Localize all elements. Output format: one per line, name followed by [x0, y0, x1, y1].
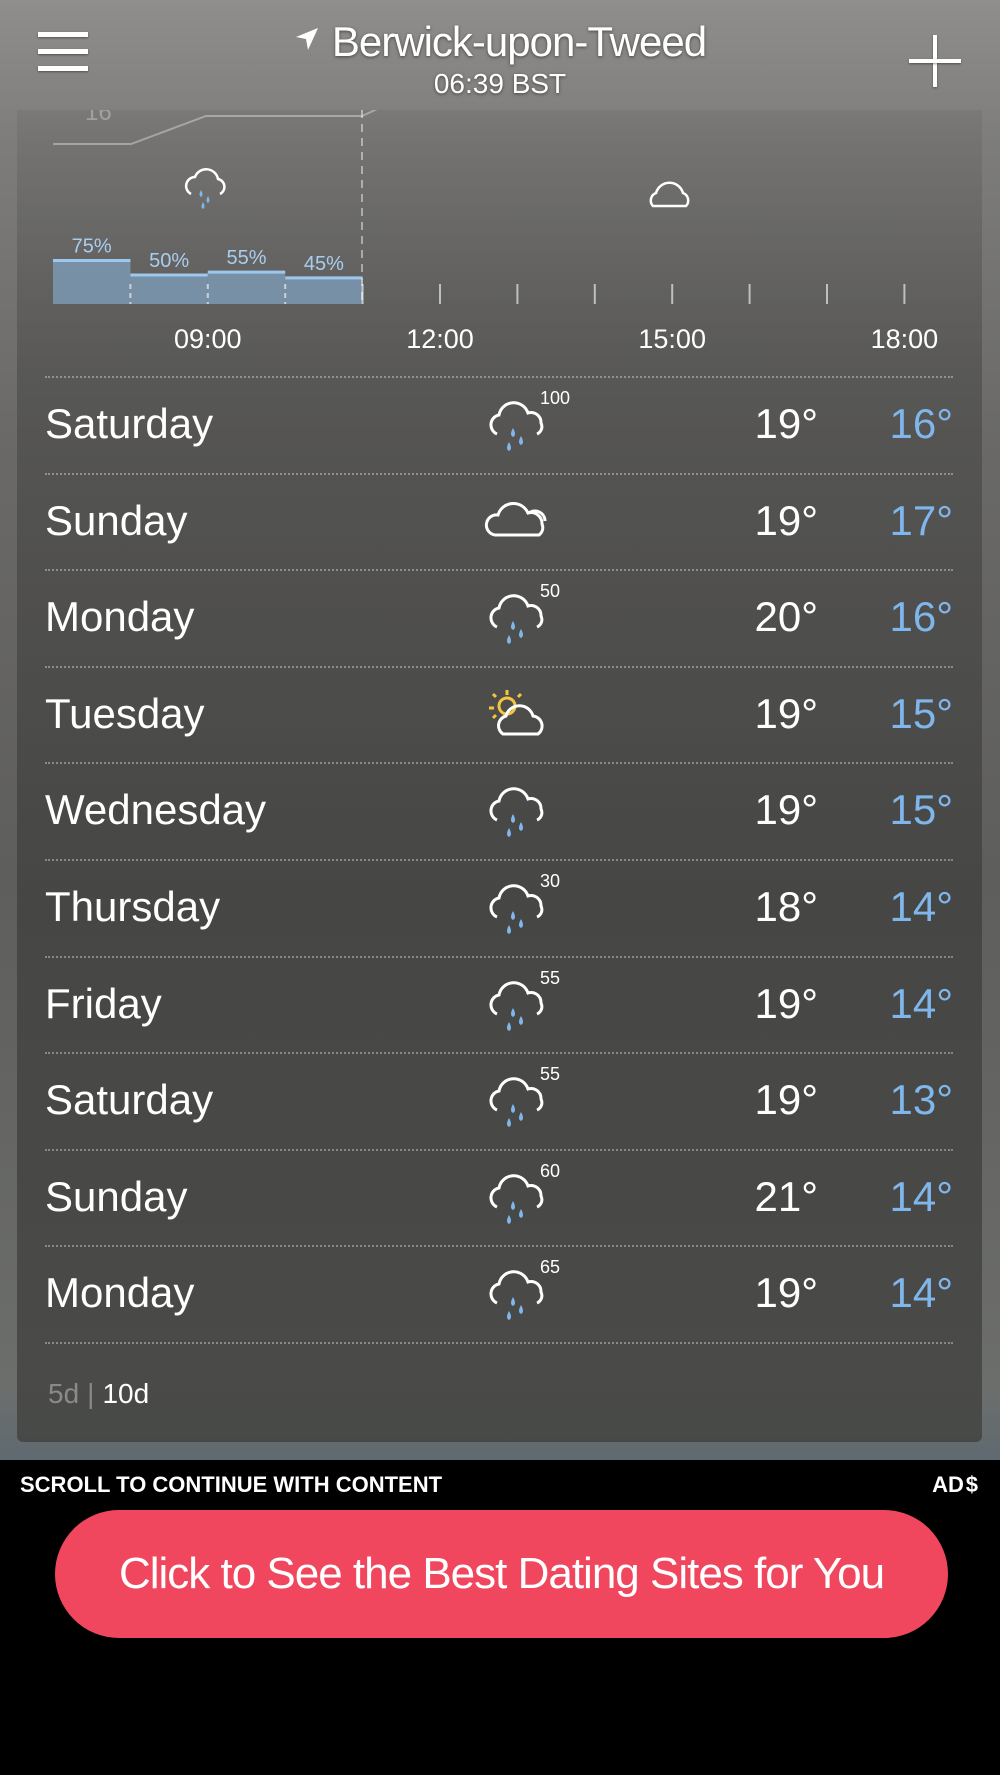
header: Berwick-upon-Tweed 06:39 BST	[0, 0, 1000, 110]
precip-probability: 65	[540, 1257, 561, 1278]
ad-dollar-icon: $	[963, 1472, 978, 1497]
forecast-row[interactable]: Friday 55 19° 14°	[45, 955, 953, 1053]
high-temp: 19°	[754, 1076, 818, 1124]
precip-bar	[130, 275, 208, 304]
forecast-row[interactable]: Tuesday 19° 15°	[45, 665, 953, 763]
ad-banner: SCROLL TO CONTINUE WITH CONTENT AD $ Cli…	[0, 1460, 1000, 1775]
location-name: Berwick-upon-Tweed	[331, 18, 707, 65]
low-temp: 16°	[889, 400, 953, 447]
rain-icon	[184, 168, 226, 209]
high-temp: 19°	[754, 400, 818, 447]
precip-probability: 60	[540, 1160, 561, 1181]
range-separator: |	[87, 1378, 95, 1409]
day-name: Tuesday	[45, 689, 205, 737]
forecast-row[interactable]: Monday 50 20° 16°	[45, 569, 953, 666]
high-temp: 19°	[754, 496, 818, 544]
precip-label: 55%	[226, 247, 266, 269]
forecast-row[interactable]: Saturday 55 19° 13°	[45, 1052, 953, 1149]
high-temp: 19°	[754, 786, 818, 834]
range-toggle: 5d | 10d	[48, 1378, 149, 1410]
time-label: 09:00	[174, 324, 242, 354]
hamburger-menu-icon[interactable]	[38, 32, 88, 72]
day-name: Monday	[45, 1269, 195, 1317]
precip-probability: 50	[540, 581, 561, 602]
low-temp: 14°	[889, 979, 953, 1027]
location-title[interactable]: Berwick-upon-Tweed	[0, 18, 1000, 66]
precip-probability: 30	[540, 870, 561, 891]
precip-bar	[207, 272, 286, 304]
high-temp: 21°	[754, 1172, 818, 1220]
time-label: 15:00	[638, 324, 706, 354]
ad-label[interactable]: AD $	[932, 1472, 978, 1498]
rain-icon	[489, 1270, 544, 1321]
precip-label: 45%	[304, 253, 344, 275]
rain-icon	[489, 787, 544, 838]
day-name: Wednesday	[45, 786, 267, 834]
low-temp: 15°	[889, 786, 953, 834]
range-5d-option[interactable]: 5d	[48, 1378, 80, 1409]
temperature-line	[53, 110, 378, 145]
rain-icon	[489, 1077, 544, 1128]
partly-sunny-icon	[489, 689, 544, 736]
precip-probability: 100	[540, 388, 571, 408]
high-temp: 20°	[754, 593, 818, 641]
list-divider	[45, 1341, 953, 1344]
ad-cta-button[interactable]: Click to See the Best Dating Sites for Y…	[55, 1510, 948, 1638]
low-temp: 17°	[889, 496, 953, 544]
ad-label-text: AD	[932, 1472, 964, 1497]
high-temp: 19°	[754, 689, 818, 737]
rain-icon	[489, 980, 544, 1031]
forecast-row[interactable]: Monday 65 19° 14°	[45, 1245, 953, 1342]
scroll-notice: SCROLL TO CONTINUE WITH CONTENT	[20, 1472, 443, 1497]
day-name: Monday	[45, 593, 195, 641]
day-name: Saturday	[45, 400, 214, 447]
low-temp: 14°	[889, 1269, 953, 1317]
forecast-card: 16° 75% 50% 55% 45% 09:00 12:00 15:00 18:00 Sa…	[17, 110, 982, 1442]
high-temp: 18°	[754, 882, 818, 930]
precip-label: 50%	[149, 250, 189, 272]
precip-probability: 55	[540, 967, 561, 988]
cloud-icon	[649, 181, 690, 208]
daily-forecast-list: Saturday 100 19° 16° Sunday 19° 17° Monday…	[45, 376, 953, 1344]
day-name: Friday	[45, 979, 162, 1027]
temperature-label: 16°	[85, 110, 121, 126]
day-name: Sunday	[45, 496, 188, 544]
low-temp: 13°	[889, 1076, 953, 1124]
local-time: 06:39 BST	[433, 68, 567, 99]
low-temp: 14°	[889, 1172, 953, 1220]
forecast-row[interactable]: Sunday 19° 17°	[45, 472, 953, 570]
precip-probability: 55	[540, 1064, 561, 1085]
cloudy-icon	[484, 501, 547, 537]
low-temp: 15°	[889, 689, 953, 737]
day-name: Saturday	[45, 1076, 214, 1124]
precip-label: 75%	[72, 236, 112, 258]
rain-icon	[489, 884, 544, 934]
time-label: 12:00	[406, 324, 474, 354]
precip-bar	[285, 277, 363, 304]
range-10d-option[interactable]: 10d	[102, 1378, 150, 1409]
precip-bar	[53, 260, 131, 304]
rain-icon	[489, 594, 544, 645]
day-name: Sunday	[45, 1172, 188, 1220]
low-temp: 16°	[889, 593, 953, 641]
high-temp: 19°	[754, 979, 818, 1027]
forecast-row[interactable]: Saturday 100 19° 16°	[45, 376, 953, 473]
rain-icon	[489, 1173, 544, 1224]
location-arrow-icon	[295, 27, 318, 50]
high-temp: 19°	[754, 1269, 818, 1317]
plus-icon[interactable]	[909, 35, 961, 87]
forecast-row[interactable]: Sunday 60 21° 14°	[45, 1148, 953, 1246]
hourly-chart: 16° 75% 50% 55% 45%	[53, 110, 906, 304]
forecast-row[interactable]: Thursday 30 18° 14°	[45, 858, 953, 956]
forecast-row[interactable]: Wednesday 19° 15°	[45, 762, 953, 859]
time-label: 18:00	[870, 324, 939, 354]
day-name: Thursday	[45, 882, 221, 930]
rain-icon	[489, 401, 544, 451]
low-temp: 14°	[889, 882, 953, 930]
